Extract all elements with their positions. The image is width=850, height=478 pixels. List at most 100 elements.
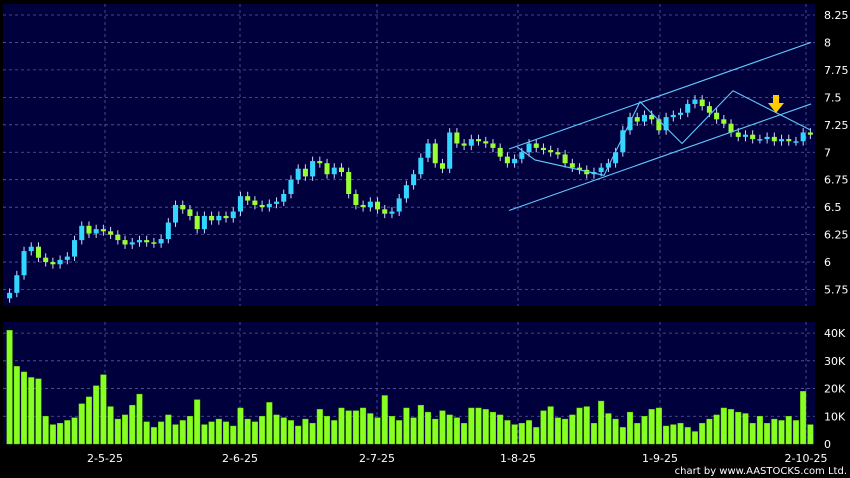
volume-axis-labels: 0 10K 20K 30K 40K (824, 327, 846, 451)
volume-bar (273, 414, 280, 445)
candle-body (79, 225, 85, 241)
candle-body (692, 99, 698, 104)
candle-body (129, 242, 135, 245)
candle-body (382, 209, 388, 214)
volume-bar (71, 417, 78, 445)
candle-body (540, 147, 546, 151)
volume-bar (381, 395, 388, 445)
volume-bar (417, 404, 424, 445)
candle-body (562, 154, 568, 164)
candle-body (324, 163, 330, 175)
volume-bar (352, 410, 359, 445)
price-tick-label: 7 (824, 146, 831, 159)
volume-bar (569, 414, 576, 445)
volume-bar (280, 417, 287, 445)
candle-body (721, 119, 727, 124)
candle-body (216, 215, 222, 221)
volume-bar (713, 414, 720, 445)
volume-bar (691, 431, 698, 445)
candle-body (461, 143, 467, 146)
candle-body (136, 240, 142, 243)
candle-body (779, 139, 785, 142)
volume-bar (699, 423, 706, 445)
volume-bar (655, 407, 662, 445)
volume-bar (42, 416, 49, 445)
price-tick-label: 6.75 (824, 174, 849, 187)
candle-body (569, 163, 575, 168)
candle-body (317, 161, 323, 164)
candle-body (793, 141, 799, 143)
volume-bar (468, 407, 475, 445)
volume-bar (129, 404, 136, 445)
candle-body (411, 174, 417, 186)
candle-body (800, 132, 806, 142)
volume-bar (742, 413, 749, 445)
candle-body (338, 167, 344, 173)
volume-bar (619, 427, 626, 445)
candle-body (274, 201, 280, 204)
volume-bar (85, 396, 92, 445)
volume-tick-label: 30K (824, 355, 846, 368)
zigzag-line (516, 90, 812, 176)
volume-bar (114, 418, 121, 445)
candle-body (281, 193, 287, 202)
volume-bar (259, 416, 266, 445)
volume-bar (338, 407, 345, 445)
volume-bar (360, 407, 367, 445)
date-tick-label: 1-8-25 (500, 452, 536, 465)
volume-bar (554, 417, 561, 445)
candle-body (634, 117, 640, 122)
candle-body (786, 139, 792, 142)
candle-body (533, 143, 539, 148)
volume-bar (627, 411, 634, 445)
volume-bar (230, 425, 237, 445)
candle-body (750, 134, 756, 140)
volume-bar (497, 414, 504, 445)
volume-bar (425, 411, 432, 445)
volume-bar (396, 420, 403, 445)
candle-body (295, 168, 301, 180)
grid (3, 4, 815, 444)
candle-body (439, 163, 445, 169)
volume-bar (504, 420, 511, 445)
price-tick-label: 5.75 (824, 284, 849, 297)
candle-body (209, 215, 215, 221)
candle-body (144, 240, 150, 243)
date-tick-label: 1-9-25 (642, 452, 678, 465)
candle-body (497, 147, 503, 157)
volume-tick-label: 0 (824, 438, 831, 451)
candle-body (389, 211, 395, 214)
volume-bar (583, 406, 590, 445)
volume-bar (800, 391, 807, 445)
volume-bar (208, 421, 215, 445)
candle-body (807, 132, 813, 135)
candle-body (187, 209, 193, 216)
candle-body (173, 204, 179, 223)
volume-bar (374, 417, 381, 445)
candle-body (425, 143, 431, 158)
volume-bar (511, 424, 518, 445)
candle-body (50, 262, 56, 265)
volume-bar (728, 409, 735, 445)
candle-body (656, 119, 662, 131)
volume-bar (634, 423, 641, 445)
volume-bar (165, 414, 172, 445)
candle-body (577, 167, 583, 170)
volume-bar (295, 425, 302, 445)
down-arrow-icon (768, 95, 784, 113)
volume-bar (533, 427, 540, 445)
volume-bar (684, 427, 691, 445)
candle-body (598, 167, 604, 173)
volume-bar (756, 416, 763, 445)
volume-bar (453, 417, 460, 445)
volume-tick-label: 20K (824, 383, 846, 396)
candle-body (194, 215, 200, 230)
candle-body (201, 215, 207, 230)
volume-bar (143, 421, 150, 445)
volume-bar (266, 402, 273, 445)
price-tick-label: 6 (824, 256, 831, 269)
volume-bar (345, 410, 352, 445)
candle-body (548, 150, 554, 153)
volume-bar (540, 410, 547, 445)
price-tick-label: 6.25 (824, 229, 849, 242)
